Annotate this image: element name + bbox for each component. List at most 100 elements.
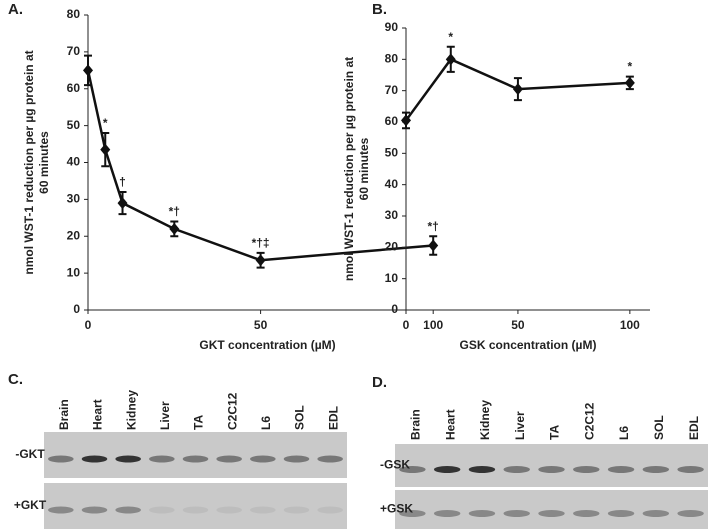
gel-band	[503, 466, 530, 473]
data-point	[117, 197, 128, 210]
y-tick-label: 80	[67, 7, 81, 21]
gel-band	[607, 510, 635, 517]
gel-band	[216, 506, 242, 514]
gel-image	[44, 432, 347, 478]
gel-band	[48, 455, 74, 463]
lane-label: Kidney	[124, 390, 138, 430]
gel-band	[642, 466, 670, 473]
data-point	[445, 53, 456, 66]
lane-label: Brain	[57, 399, 71, 430]
row-label: -GSK	[380, 458, 410, 472]
gel-image	[44, 483, 347, 529]
row-label: -GKT	[15, 447, 45, 461]
gel-band	[433, 510, 461, 517]
lane-label: TA	[548, 425, 562, 440]
gel-band	[677, 466, 704, 473]
gel-band	[642, 510, 670, 517]
gel-band	[283, 455, 310, 463]
lane-label: EDL	[326, 406, 340, 430]
data-point	[512, 83, 523, 96]
gel-band	[399, 510, 426, 517]
gel-band	[573, 510, 600, 517]
lane-label: L6	[617, 426, 631, 440]
gel-image	[395, 490, 708, 529]
y-tick-label: 90	[385, 20, 399, 34]
y-tick-label: 30	[67, 192, 81, 206]
panel-label: A.	[8, 1, 23, 18]
lane-label: Liver	[513, 411, 527, 440]
x-tick-label: 50	[254, 318, 268, 332]
lane-label: C2C12	[582, 402, 596, 440]
lane-label: Kidney	[478, 400, 492, 440]
data-point	[428, 239, 439, 252]
y-tick-label: 60	[385, 114, 399, 128]
lane-label: Heart	[443, 409, 457, 440]
gel-band	[538, 510, 565, 517]
gel-band	[182, 455, 209, 463]
y-tick-label: 0	[391, 302, 398, 316]
gel-band	[317, 455, 343, 463]
lane-label: SOL	[293, 405, 307, 430]
y-tick-label: 50	[385, 146, 399, 160]
gel-band	[573, 466, 600, 473]
data-point	[255, 254, 266, 267]
lane-label: L6	[259, 416, 273, 430]
y-axis-label: nmol WST-1 reduction per µg protein at	[342, 57, 356, 281]
data-point	[83, 64, 93, 77]
annotation: *†	[169, 205, 180, 219]
y-tick-label: 30	[385, 208, 399, 222]
x-tick-label: 50	[511, 318, 525, 332]
gel-band	[468, 466, 496, 473]
gel-band	[250, 455, 276, 463]
x-axis-label: GKT concentration (µM)	[199, 338, 335, 352]
lane-label: Brain	[409, 409, 423, 440]
gel-band	[115, 455, 141, 463]
gel-band	[283, 506, 310, 514]
y-tick-label: 10	[67, 265, 81, 279]
gel-band	[115, 506, 141, 514]
gel-band	[48, 506, 74, 514]
lane-label: Liver	[158, 401, 172, 430]
gel-image	[395, 444, 708, 487]
x-tick-label: 0	[85, 318, 92, 332]
annotation: *†	[428, 219, 439, 233]
lane-label: Heart	[91, 399, 105, 430]
y-tick-label: 40	[67, 155, 81, 169]
annotation: *	[628, 60, 633, 74]
y-tick-label: 20	[67, 228, 81, 242]
gel-band	[216, 455, 242, 463]
y-tick-label: 0	[73, 302, 80, 316]
y-axis-label: nmol WST-1 reduction per µg protein at	[22, 50, 36, 274]
x-tick-label: 100	[620, 318, 640, 332]
gel-band	[399, 466, 426, 473]
gel-band	[468, 510, 496, 517]
data-point	[169, 222, 180, 235]
y-tick-label: 60	[67, 81, 81, 95]
lane-label: SOL	[652, 415, 666, 440]
gel-band	[149, 506, 175, 514]
x-tick-label: 100	[423, 318, 443, 332]
y-axis-label: 60 minutes	[37, 131, 51, 194]
gel-band	[677, 510, 704, 517]
data-point	[624, 76, 635, 89]
annotation: *	[448, 30, 453, 44]
lane-label: EDL	[687, 416, 701, 440]
lane-label: TA	[192, 415, 206, 430]
gel-band	[250, 506, 276, 514]
gel-band	[433, 466, 461, 473]
gel-band	[538, 466, 565, 473]
lane-label: C2C12	[225, 392, 239, 430]
y-tick-label: 50	[67, 118, 81, 132]
gel-band	[317, 506, 343, 514]
y-tick-label: 20	[385, 240, 399, 254]
y-tick-label: 70	[385, 83, 399, 97]
y-tick-label: 80	[385, 52, 399, 66]
data-point	[401, 114, 411, 127]
gel-band	[81, 455, 108, 463]
y-axis-label: 60 minutes	[357, 137, 371, 200]
annotation: *	[103, 116, 108, 130]
y-tick-label: 40	[385, 177, 399, 191]
panel-label: B.	[372, 1, 387, 18]
x-tick-label: 0	[403, 318, 410, 332]
data-line	[86, 70, 434, 262]
